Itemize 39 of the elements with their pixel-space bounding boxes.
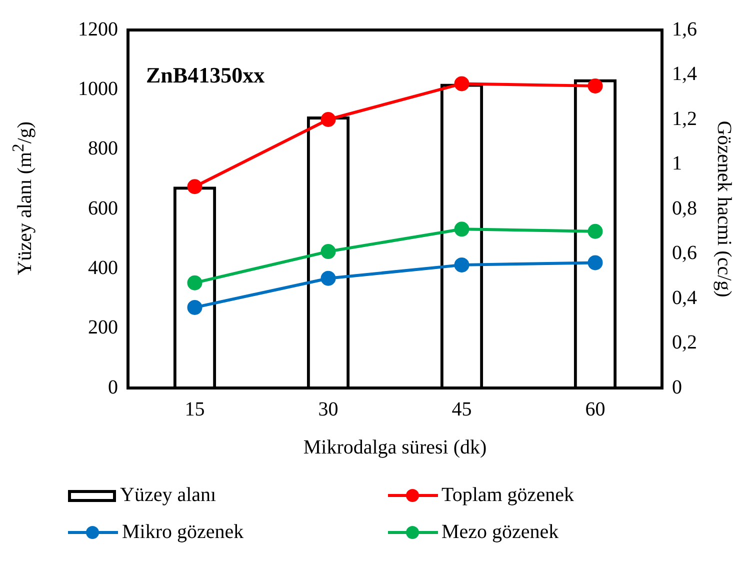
- point: [187, 179, 202, 194]
- y2-tick-label: 0,4: [672, 286, 697, 309]
- point: [588, 255, 603, 270]
- point: [320, 270, 336, 286]
- point: [454, 222, 470, 237]
- y2-tick-label: 1,6: [672, 18, 697, 40]
- point: [320, 112, 336, 127]
- point: [588, 78, 603, 94]
- legend-label: Yüzey alanı: [120, 484, 216, 507]
- y-tick-label: 1000: [78, 78, 118, 100]
- y2-tick-label: 1,4: [672, 63, 697, 85]
- x-tick-label: 60: [585, 398, 606, 420]
- y2-tick-label: 0,6: [672, 242, 697, 264]
- legend-label: Mikro gözenek: [122, 521, 244, 544]
- y-tick-label: 0: [108, 376, 118, 398]
- point: [187, 275, 202, 290]
- y-tick-label: 600: [88, 197, 118, 220]
- point: [454, 76, 470, 92]
- legend-label: Mezo gözenek: [442, 521, 559, 544]
- y-tick-label: 1200: [78, 18, 118, 40]
- y-tick-label: 200: [88, 316, 118, 339]
- y-tick-label: 800: [88, 138, 118, 160]
- point: [454, 257, 470, 272]
- point: [187, 300, 202, 315]
- x-tick-label: 30: [318, 398, 338, 420]
- legend-label: Toplam gözenek: [442, 484, 574, 507]
- y2-tick-label: 1: [672, 152, 682, 174]
- y-tick-label: 400: [88, 256, 118, 279]
- y2-axis-title: Gözenek hacmi (cc/g): [712, 120, 735, 298]
- annotation: ZnB41350xx: [146, 62, 265, 88]
- x-axis-title: Mikrodalga süresi (dk): [303, 436, 487, 458]
- point: [320, 244, 336, 260]
- y2-tick-label: 0,2: [672, 332, 697, 354]
- y2-tick-label: 0: [672, 376, 682, 398]
- x-tick-label: 15: [184, 398, 205, 420]
- x-tick-label: 45: [452, 398, 472, 420]
- point: [588, 224, 603, 239]
- y2-tick-label: 1,2: [672, 108, 697, 130]
- y2-tick-label: 0,8: [672, 197, 697, 220]
